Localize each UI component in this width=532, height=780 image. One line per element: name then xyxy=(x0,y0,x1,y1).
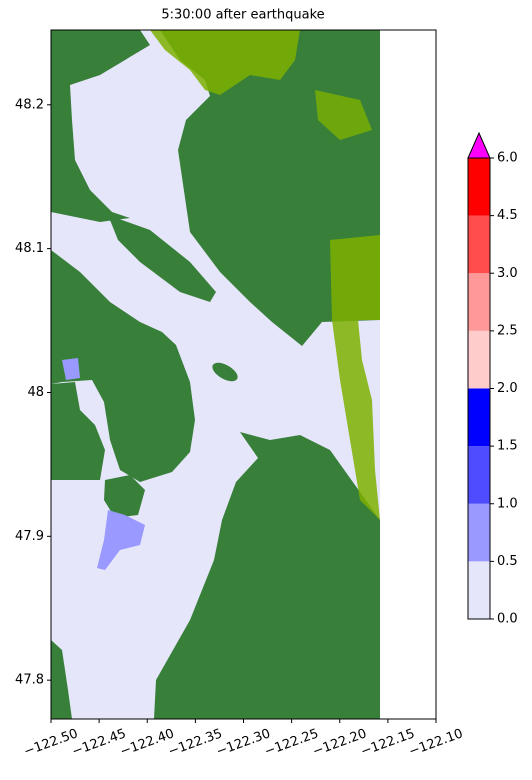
chart-title: 5:30:00 after earthquake xyxy=(161,8,324,23)
colorbar-segment xyxy=(468,158,490,216)
flooded-area xyxy=(62,358,80,380)
y-tick-label: 48.1 xyxy=(15,241,44,256)
colorbar-tick-label: 1.5 xyxy=(497,439,518,454)
land xyxy=(51,640,72,719)
x-tick-label: −122.25 xyxy=(263,726,321,759)
x-tick-label: −122.40 xyxy=(118,726,176,759)
colorbar-segment xyxy=(468,446,490,504)
map-raster xyxy=(51,30,380,719)
colorbar-tick-label: 1.0 xyxy=(497,496,518,511)
x-tick-label: −122.20 xyxy=(311,726,369,759)
x-tick-label: −122.15 xyxy=(359,726,417,759)
colorbar-segment xyxy=(468,215,490,274)
inundation xyxy=(150,30,300,95)
colorbar-segment xyxy=(468,561,490,619)
land xyxy=(154,432,380,719)
colorbar-tick-label: 0.0 xyxy=(497,612,518,627)
colorbar-segment xyxy=(468,330,490,389)
colorbar-extend xyxy=(467,131,491,159)
x-tick-label: −122.45 xyxy=(70,726,128,759)
colorbar-segment xyxy=(468,273,490,331)
island xyxy=(212,362,238,382)
land xyxy=(108,215,216,302)
land xyxy=(51,382,105,480)
colorbar-tick-label: 3.0 xyxy=(497,266,518,281)
land xyxy=(104,475,145,518)
y-tick-label: 47.9 xyxy=(15,529,44,544)
x-tick-label: −122.10 xyxy=(407,726,465,759)
flooded-area xyxy=(97,510,145,570)
colorbar-segment xyxy=(468,503,490,562)
colorbar-tick-label: 6.0 xyxy=(497,151,518,166)
inundation xyxy=(315,90,372,140)
y-tick-label: 48 xyxy=(27,385,44,400)
colorbar-tick-label: 2.0 xyxy=(497,381,518,396)
land xyxy=(51,250,195,482)
y-tick-label: 48.2 xyxy=(15,97,44,112)
colorbar-tick-label: 2.5 xyxy=(497,323,518,338)
colorbar-tick-label: 4.5 xyxy=(497,208,518,223)
inundation xyxy=(330,235,380,520)
land xyxy=(51,30,150,222)
x-tick-label: −122.50 xyxy=(22,726,80,759)
colorbar-segment xyxy=(468,388,490,447)
x-tick-label: −122.30 xyxy=(214,726,272,759)
y-tick-label: 47.8 xyxy=(15,673,44,688)
colorbar-tick-label: 0.5 xyxy=(497,554,518,569)
x-tick-label: −122.35 xyxy=(166,726,224,759)
